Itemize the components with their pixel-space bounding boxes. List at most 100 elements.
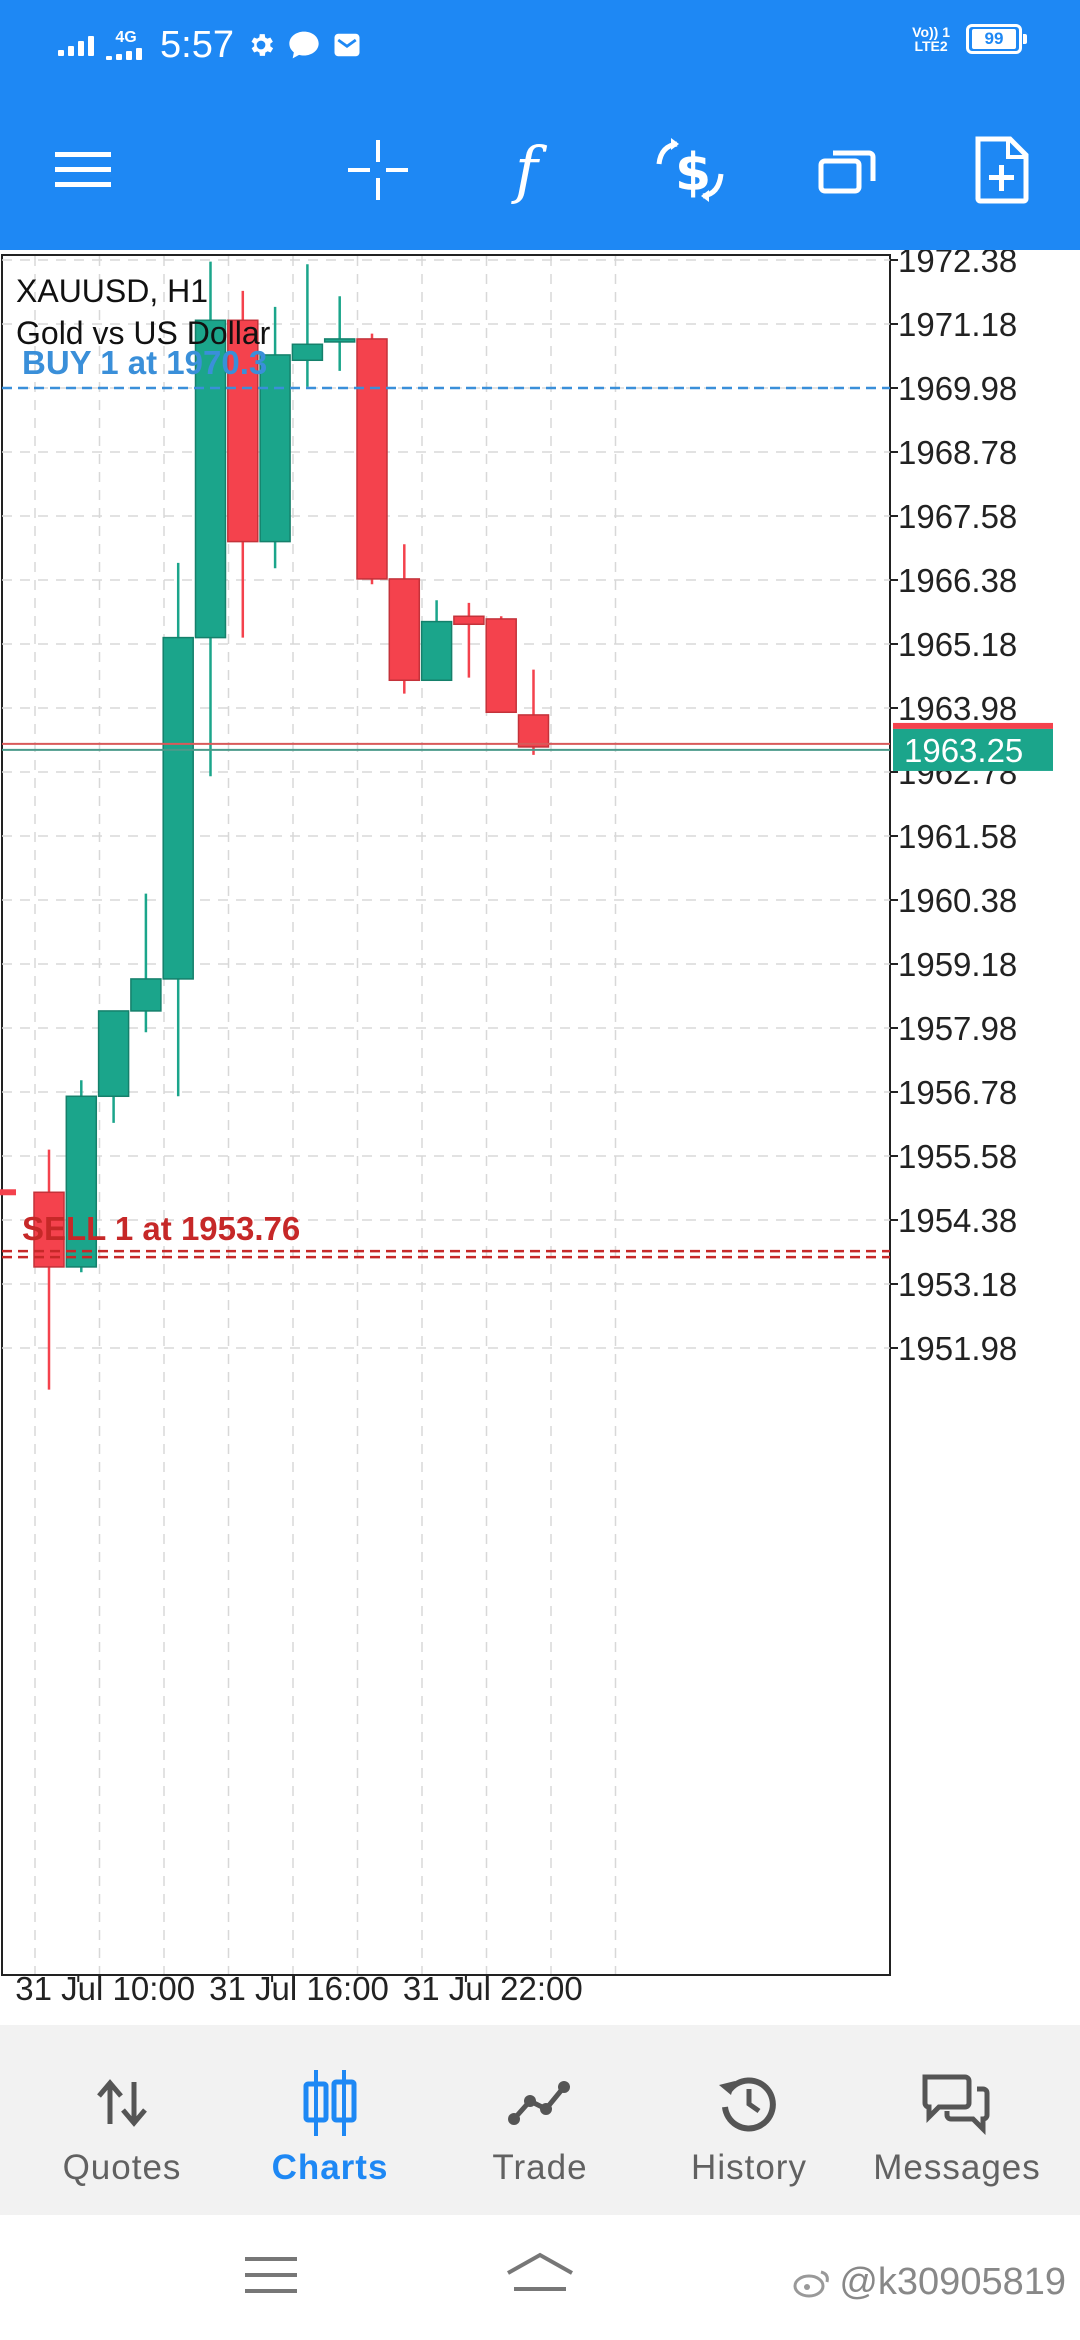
y-tick-label: 1956.78 (898, 1074, 1017, 1111)
signal-4g-group: 4G (106, 30, 142, 60)
candle-body (388, 578, 421, 682)
nav-history-label: History (691, 2148, 807, 2187)
lte-label: LTE2 (914, 38, 948, 54)
bid-price-tag (893, 728, 1053, 771)
messages-bubbles-icon (921, 2070, 993, 2136)
signal-2-icon (106, 48, 142, 60)
battery-level: 99 (972, 29, 1016, 49)
crosshair-button[interactable] (328, 120, 428, 220)
y-tick-label: 1955.58 (898, 1138, 1017, 1175)
trade-button[interactable]: $ (640, 120, 740, 220)
svg-text:f: f (511, 135, 548, 205)
x-tick-label: 31 Jul 22:00 (403, 1970, 583, 2007)
nav-quotes[interactable]: Quotes (17, 2025, 227, 2215)
candle-body (420, 620, 453, 682)
new-document-icon (975, 136, 1029, 204)
bottom-navigation: Quotes Charts (0, 2025, 1080, 2215)
battery-icon: 99 (966, 24, 1027, 54)
nav-history[interactable]: History (644, 2025, 854, 2215)
windows-button[interactable] (797, 120, 897, 220)
candle-body (453, 615, 485, 626)
recents-button[interactable] (226, 2240, 316, 2310)
candle-body (291, 343, 324, 362)
menu-button[interactable] (34, 120, 134, 220)
y-tick-label: 1959.18 (898, 946, 1017, 983)
home-icon (507, 2252, 573, 2291)
weibo-icon (793, 2270, 830, 2297)
status-right: Vo)) 1 LTE2 99 (912, 24, 1027, 54)
candle-body (356, 338, 388, 580)
candle-body (485, 618, 517, 714)
system-navigation-bar: @k30905819 (0, 2215, 1080, 2340)
y-tick-label: 1971.18 (898, 306, 1017, 343)
nav-quotes-label: Quotes (62, 2148, 182, 2187)
nav-charts-label: Charts (271, 2148, 389, 2187)
candle-body (33, 1191, 65, 1268)
candle-body (194, 319, 227, 639)
y-tick-label: 1968.78 (898, 434, 1017, 471)
signal-icon (58, 34, 94, 56)
y-tick-label: 1967.58 (898, 498, 1017, 535)
symbol-name: XAUUSD, H1 (16, 273, 209, 309)
candle-body (517, 714, 550, 748)
recents-icon (245, 2257, 297, 2293)
sell-order-label: SELL 1 at 1953.76 (22, 1210, 300, 1247)
symbol-info: XAUUSD, H1 Gold vs US Dollar (16, 270, 270, 354)
y-tick-label: 1972.38 (898, 250, 1017, 279)
y-tick-label: 1953.18 (898, 1266, 1017, 1303)
candle-body (162, 636, 194, 980)
y-tick-label: 1951.98 (898, 1330, 1017, 1367)
trade-line-icon (508, 2070, 572, 2136)
menu-icon (55, 152, 111, 187)
y-tick-label: 1969.98 (898, 370, 1017, 407)
y-tick-label: 1965.18 (898, 626, 1017, 663)
app-header: 4G 5:57 Vo)) 1 LTE (0, 0, 1080, 250)
quotes-arrows-icon (94, 2070, 150, 2136)
trade-dollar-icon: $ (656, 138, 724, 203)
candle-body (65, 1095, 98, 1268)
candle-body (259, 354, 291, 543)
gear-icon (246, 30, 276, 60)
y-tick-label: 1957.98 (898, 1010, 1017, 1047)
y-tick-label: 1954.38 (898, 1202, 1017, 1239)
current-price-label: 1963.25 (904, 732, 1023, 769)
volte-label: Vo)) 1 (912, 24, 950, 40)
chat-bubble-icon (288, 30, 320, 60)
chart-toolbar: f $ (0, 100, 1080, 240)
windows-icon (818, 150, 876, 194)
indicators-button[interactable]: f (483, 120, 583, 220)
nav-messages[interactable]: Messages (852, 2025, 1062, 2215)
charts-candles-icon (300, 2070, 360, 2136)
history-clock-icon (717, 2070, 781, 2136)
x-tick-label: 31 Jul 10:00 (15, 1970, 195, 2007)
nav-trade-label: Trade (492, 2148, 588, 2187)
candle-body (323, 338, 356, 343)
buy-order-label: BUY 1 at 1970.3 (22, 344, 267, 381)
new-order-button[interactable] (952, 120, 1052, 220)
ask-price-tag (893, 722, 1053, 729)
prior-candle-stub (0, 1189, 16, 1196)
mail-icon (332, 30, 362, 60)
candle-body (130, 978, 162, 1012)
volte-indicator: Vo)) 1 LTE2 (912, 25, 950, 53)
home-button[interactable] (495, 2240, 585, 2310)
crosshair-icon (348, 140, 408, 200)
function-icon: f (511, 135, 548, 205)
x-tick-label: 31 Jul 16:00 (209, 1970, 389, 2007)
candlestick-chart[interactable]: 1972.38 1971.18 1969.98 1968.78 1967.58 1966.… (0, 250, 1080, 2020)
symbol-description: Gold vs US Dollar (16, 315, 271, 351)
y-tick-label: 1961.58 (898, 818, 1017, 855)
nav-charts[interactable]: Charts (225, 2025, 435, 2215)
y-tick-label: 1966.38 (898, 562, 1017, 599)
status-bar: 4G 5:57 Vo)) 1 LTE (0, 0, 1080, 86)
nav-trade[interactable]: Trade (435, 2025, 645, 2215)
chart-area[interactable]: 1972.38 1971.18 1969.98 1968.78 1967.58 1966.… (0, 250, 1080, 2020)
candle-body (97, 1010, 130, 1098)
watermark-text: @k30905819 (839, 2261, 1066, 2303)
y-tick-label: 1963.98 (898, 690, 1017, 727)
network-type: 4G (115, 29, 137, 46)
clock: 5:57 (160, 23, 234, 66)
status-left: 4G 5:57 (58, 20, 362, 70)
candle-body (227, 319, 259, 543)
